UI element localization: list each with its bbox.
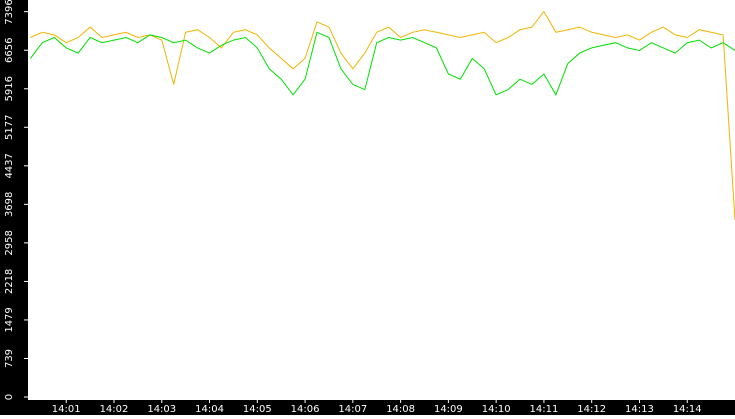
y-tick-label: 7396: [4, 0, 15, 25]
x-tick-label: 14:10: [482, 404, 511, 415]
x-tick-label: 14:01: [52, 404, 81, 415]
y-tick-label: 2218: [4, 269, 15, 294]
x-tick-label: 14:04: [195, 404, 224, 415]
y-tick-label: 6656: [4, 37, 15, 62]
line-series: [30, 10, 735, 220]
y-tick-label: 2958: [4, 230, 15, 255]
y-axis-bar: [0, 0, 28, 415]
x-axis-bar: [0, 400, 735, 415]
y-tick-label: 739: [4, 349, 15, 368]
y-tick-label: 5916: [4, 76, 15, 101]
x-tick-label: 14:14: [673, 404, 702, 415]
x-tick-label: 14:07: [338, 404, 367, 415]
y-tick-label: 4437: [4, 153, 15, 178]
line-series: [30, 31, 735, 96]
x-tick-label: 14:13: [625, 404, 654, 415]
x-tick-label: 14:11: [530, 404, 559, 415]
y-tick-label: 3698: [4, 192, 15, 217]
y-tick-label: 0: [4, 394, 15, 400]
x-tick-label: 14:05: [243, 404, 272, 415]
x-tick-label: 14:09: [434, 404, 463, 415]
y-tick-label: 1479: [4, 307, 15, 332]
x-tick-label: 14:03: [147, 404, 176, 415]
x-tick-label: 14:08: [386, 404, 415, 415]
x-tick-label: 14:12: [577, 404, 606, 415]
y-tick-label: 5177: [4, 115, 15, 140]
x-tick-label: 14:02: [100, 404, 129, 415]
x-tick-label: 14:06: [291, 404, 320, 415]
